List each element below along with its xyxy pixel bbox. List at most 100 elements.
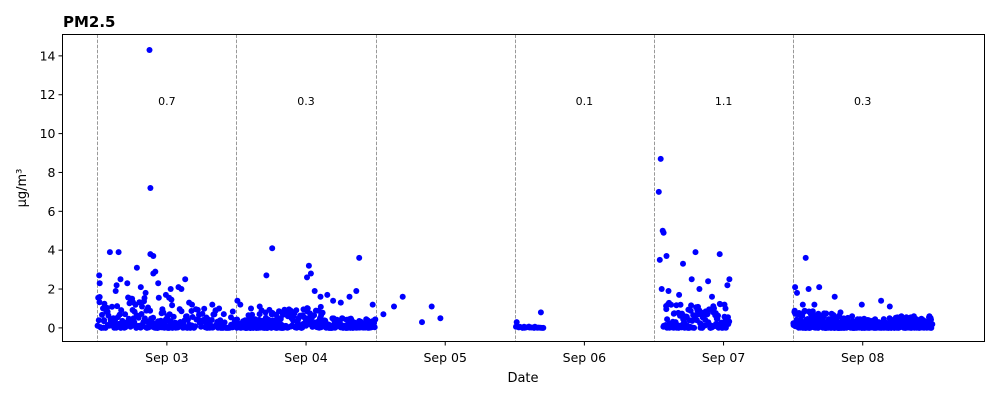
data-point	[194, 306, 201, 313]
data-point	[353, 288, 360, 294]
data-point	[117, 276, 124, 283]
data-point	[811, 301, 818, 308]
data-point	[221, 319, 228, 326]
data-point	[834, 314, 841, 321]
data-point	[831, 293, 838, 300]
data-point	[726, 276, 733, 283]
data-point	[168, 296, 175, 303]
data-point	[147, 307, 154, 314]
data-point	[122, 311, 129, 318]
day-mean-label: 0.1	[576, 95, 594, 108]
data-point	[267, 318, 273, 324]
data-point	[311, 312, 318, 319]
data-point	[133, 264, 140, 271]
data-point	[356, 254, 363, 261]
data-point	[657, 155, 664, 162]
data-point	[704, 311, 711, 318]
data-point	[96, 280, 103, 287]
data-point	[823, 310, 830, 317]
day-boundary-lines	[97, 34, 794, 342]
data-point	[124, 280, 131, 287]
data-point	[792, 284, 799, 291]
data-point	[304, 305, 311, 312]
data-point	[138, 311, 145, 317]
data-point	[192, 323, 199, 330]
data-point	[711, 305, 717, 312]
x-tick-label: Sep 07	[702, 350, 745, 365]
data-point	[676, 291, 683, 298]
data-point	[209, 301, 216, 308]
data-point	[691, 324, 698, 331]
x-tick-label: Sep 05	[423, 350, 466, 365]
data-point	[715, 312, 721, 319]
data-point	[709, 293, 715, 300]
y-axis-label: µg/m³	[15, 169, 30, 208]
data-point	[150, 314, 157, 321]
day-mean-labels: 0.7 0.3 0.1 1.1 0.3	[158, 95, 871, 108]
data-point	[178, 308, 185, 315]
data-point	[929, 321, 936, 328]
data-point	[141, 295, 148, 301]
data-point	[311, 288, 318, 294]
data-point	[229, 308, 236, 315]
y-tick-label: 14	[40, 48, 56, 63]
data-point	[399, 293, 406, 300]
data-point	[665, 288, 672, 294]
data-point	[317, 303, 324, 310]
data-point	[106, 249, 113, 256]
data-point	[658, 286, 665, 292]
x-axis: Sep 03 Sep 04 Sep 05 Sep 06 Sep 07 Sep 08	[145, 341, 884, 365]
data-point	[437, 315, 444, 322]
data-point	[663, 253, 670, 259]
data-point	[380, 311, 387, 318]
data-point	[199, 310, 206, 317]
data-point	[115, 249, 122, 256]
data-point	[724, 282, 731, 289]
data-point	[317, 293, 324, 300]
data-point	[324, 291, 331, 298]
chart-title: PM2.5	[63, 13, 116, 31]
y-axis: 0 2 4 6 8 10 12 14	[40, 48, 63, 335]
x-tick-label: Sep 03	[145, 350, 188, 365]
data-point	[305, 262, 312, 269]
data-point	[288, 315, 295, 322]
y-tick-label: 6	[48, 204, 56, 219]
data-point	[688, 302, 695, 309]
data-point	[419, 319, 425, 326]
data-point	[237, 301, 244, 308]
day-mean-label: 0.7	[158, 95, 176, 108]
data-point	[886, 303, 893, 310]
data-point	[307, 270, 314, 277]
data-point	[371, 324, 378, 331]
data-point	[150, 253, 157, 259]
data-point	[152, 268, 159, 275]
data-point	[162, 291, 169, 298]
y-tick-label: 10	[40, 126, 56, 141]
data-point	[216, 305, 223, 312]
data-point	[805, 286, 812, 292]
data-point	[170, 313, 177, 320]
data-point	[369, 301, 376, 308]
y-tick-label: 8	[48, 165, 56, 180]
day-mean-label: 1.1	[715, 95, 733, 108]
data-point	[99, 311, 105, 318]
data-point	[182, 276, 189, 283]
y-tick-label: 12	[40, 87, 56, 102]
x-tick-label: Sep 06	[563, 350, 606, 365]
data-point	[656, 256, 663, 263]
data-point	[858, 301, 865, 308]
data-point	[677, 301, 684, 308]
y-tick-label: 2	[48, 282, 56, 297]
data-point	[248, 305, 254, 312]
data-point	[112, 288, 119, 294]
data-point	[878, 297, 885, 304]
data-point	[142, 289, 149, 296]
data-point	[696, 286, 703, 292]
data-point	[256, 303, 263, 310]
data-point	[113, 282, 120, 289]
data-point	[155, 294, 162, 301]
data-point	[184, 316, 191, 323]
data-point	[794, 289, 800, 296]
data-point	[926, 313, 933, 320]
data-point	[660, 229, 667, 236]
